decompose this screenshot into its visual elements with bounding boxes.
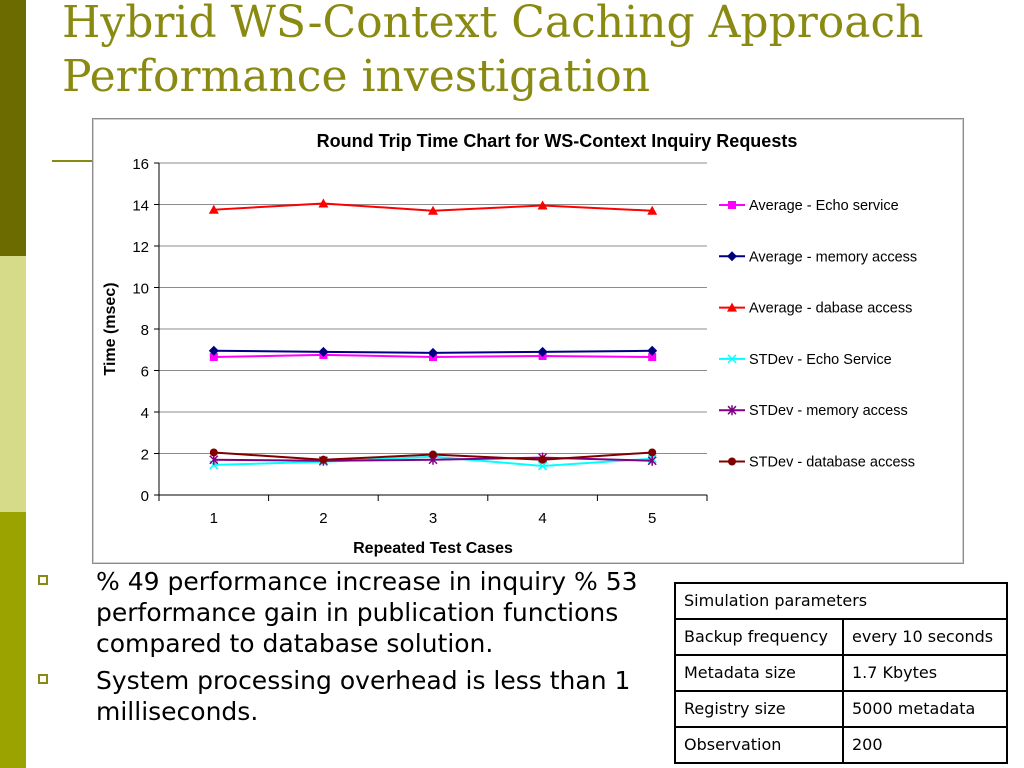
data-point [208,345,219,356]
x-tick-label: 3 [429,510,437,527]
y-tick-label: 4 [141,405,149,422]
data-point [208,204,219,214]
data-point [648,448,657,457]
table-row: Registry size 5000 metadata [674,690,1008,728]
data-point [647,205,658,215]
y-tick-label: 6 [141,364,149,381]
x-tick-label: 2 [319,510,327,527]
legend-marker [728,201,736,209]
data-point [537,200,548,210]
square-bullet-icon [38,575,48,585]
table-cell-label: Backup frequency [674,618,844,656]
y-tick-label: 12 [132,239,149,256]
y-tick-label: 0 [141,488,149,505]
legend-label: STDev - memory access [749,403,908,419]
table-cell-value: 5000 metadata [842,690,1008,728]
x-tick-label: 5 [648,510,656,527]
table-row: Observation 200 [674,726,1008,764]
chart-frame: Round Trip Time Chart for WS-Context Inq… [92,118,964,564]
title-underline [52,160,96,162]
sidebar-accent-bottom [0,512,26,768]
data-point [428,205,438,215]
legend-label: STDev - Echo Service [749,352,892,368]
bullet-text: % 49 performance increase in inquiry % 5… [96,567,638,658]
simulation-parameters-table: Simulation parameters Backup frequency e… [674,582,1008,764]
chart-title: Round Trip Time Chart for WS-Context Inq… [317,131,798,151]
bullet-item: % 49 performance increase in inquiry % 5… [38,566,648,659]
data-point [537,346,548,357]
data-point [319,455,328,464]
table-cell-value: 1.7 Kbytes [842,654,1008,692]
data-point [318,198,329,208]
legend-label: Average - Echo service [749,198,899,214]
legend-label: STDev - database access [749,455,915,471]
slide-title-line2: Performance investigation [62,51,651,102]
y-tick-label: 2 [141,447,149,464]
data-point [209,448,218,457]
square-bullet-icon [38,674,48,684]
table-cell-label: Registry size [674,690,844,728]
table-header: Simulation parameters [674,582,1008,620]
sidebar-accent-middle [0,256,26,512]
data-point [318,346,329,357]
legend-label: Average - dabase access [749,301,912,317]
table-header-row: Simulation parameters [674,582,1008,620]
legend-label: Average - memory access [749,249,917,265]
data-point [647,455,657,466]
table-row: Metadata size 1.7 Kbytes [674,654,1008,692]
data-point [209,353,218,362]
table-row: Backup frequency every 10 seconds [674,618,1008,656]
data-point [538,461,548,471]
data-point [538,455,547,464]
y-tick-label: 10 [132,281,149,298]
y-tick-label: 8 [141,322,149,339]
y-axis-label: Time (msec) [102,282,119,375]
legend-marker [728,457,736,466]
bullet-item: System processing overhead is less than … [38,665,648,727]
data-point [429,450,437,459]
table-cell-value: 200 [842,726,1008,764]
data-point [428,347,438,358]
slide-title: Hybrid WS-Context Caching Approach Perfo… [62,0,923,104]
bullet-list: % 49 performance increase in inquiry % 5… [38,566,648,733]
data-point [647,345,658,356]
table-cell-value: every 10 seconds [842,618,1008,656]
y-tick-label: 16 [132,156,149,173]
legend-marker [727,251,737,262]
sidebar-accent-top [0,0,26,256]
y-tick-label: 14 [132,198,149,215]
slide-title-line1: Hybrid WS-Context Caching Approach [62,0,924,48]
round-trip-time-chart: Round Trip Time Chart for WS-Context Inq… [102,131,917,557]
legend-marker [727,354,737,364]
table-cell-label: Observation [674,726,844,764]
legend-marker [727,302,737,312]
x-axis-label: Repeated Test Cases [353,540,513,557]
table-cell-label: Metadata size [674,654,844,692]
x-tick-label: 4 [538,510,546,527]
legend-marker [727,405,737,416]
x-tick-label: 1 [210,510,218,527]
data-point [648,353,657,362]
bullet-text: System processing overhead is less than … [96,666,631,726]
